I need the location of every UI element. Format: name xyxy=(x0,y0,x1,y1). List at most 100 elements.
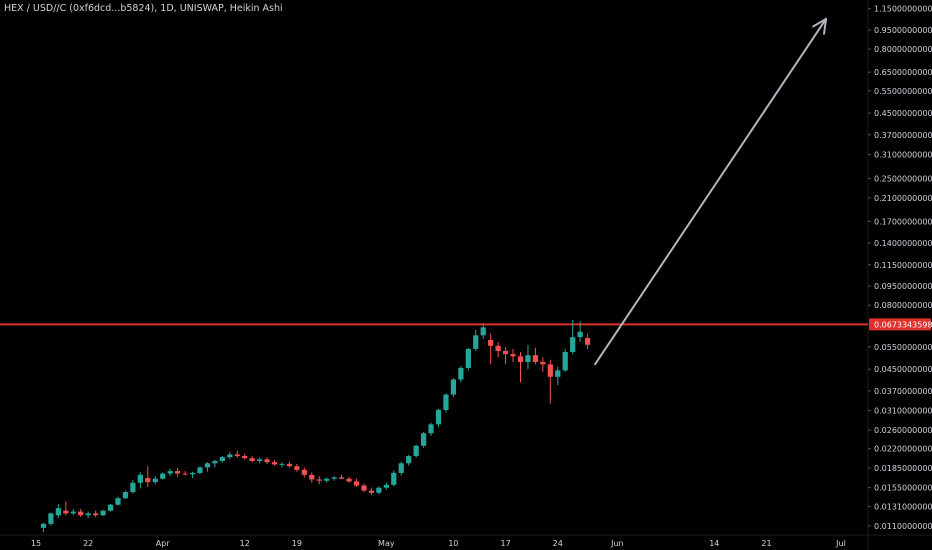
candle-body xyxy=(465,348,471,368)
candle-body xyxy=(517,356,524,362)
y-tick-label: 0.0370000000 xyxy=(874,387,932,396)
candle-body xyxy=(197,467,203,473)
candle-body xyxy=(182,473,188,475)
candle-body xyxy=(204,463,211,468)
candle-body xyxy=(167,471,173,474)
x-tick-label: 21 xyxy=(761,539,771,548)
x-tick-label: 24 xyxy=(553,539,563,548)
candle-body xyxy=(480,327,486,336)
candle-body xyxy=(189,472,196,475)
projection-arrowhead xyxy=(812,17,828,35)
candle-body xyxy=(48,513,54,524)
candle-body xyxy=(577,331,583,338)
candle-body xyxy=(361,485,367,491)
x-tick-label: 19 xyxy=(292,539,302,548)
y-tick-label: 0.0950000000 xyxy=(874,282,932,291)
x-tick-label: 14 xyxy=(709,539,719,548)
y-tick-label: 0.3700000000 xyxy=(874,131,932,140)
candle-body xyxy=(242,456,248,459)
x-tick-label: Jun xyxy=(610,539,624,548)
candle-body xyxy=(40,523,47,528)
candle-body xyxy=(420,433,427,446)
y-tick-label: 0.0110000000 xyxy=(874,522,932,531)
candle-body xyxy=(115,498,121,505)
x-tick-label: 12 xyxy=(240,539,250,548)
y-tick-label: 0.1400000000 xyxy=(874,239,932,248)
y-tick-label: 0.3100000000 xyxy=(874,151,932,160)
x-tick-label: 17 xyxy=(500,539,510,548)
y-tick-label: 0.0550000000 xyxy=(874,343,932,352)
candle-body xyxy=(219,457,225,462)
x-tick-label: Apr xyxy=(156,539,171,548)
y-tick-label: 0.4500000000 xyxy=(874,109,932,118)
candle-body xyxy=(398,463,404,473)
candle-body xyxy=(532,355,539,362)
candle-body xyxy=(555,370,561,377)
candle-body xyxy=(473,335,479,349)
y-tick-label: 0.2100000000 xyxy=(874,194,932,203)
y-tick-label: 0.5500000000 xyxy=(874,87,932,96)
candle-body xyxy=(234,454,240,457)
y-tick-label: 0.2500000000 xyxy=(874,174,932,183)
candle-body xyxy=(294,466,300,470)
y-tick-label: 0.6500000000 xyxy=(874,68,932,77)
projection-arrow xyxy=(594,17,828,366)
y-tick-label: 0.1700000000 xyxy=(874,217,932,226)
candle-body xyxy=(212,461,218,464)
candle-body xyxy=(510,354,516,357)
candle-body xyxy=(502,350,509,355)
x-tick-label: Jul xyxy=(835,539,846,548)
candle-body xyxy=(458,367,464,380)
candle-body xyxy=(428,424,434,434)
candle-body xyxy=(413,445,419,457)
candle-body xyxy=(175,471,181,474)
candle-body xyxy=(55,508,61,516)
candle-body xyxy=(346,478,352,482)
candle-body xyxy=(383,484,389,488)
y-tick-label: 0.0310000000 xyxy=(874,407,932,416)
y-tick-label: 0.0155000000 xyxy=(874,484,932,493)
candle-body xyxy=(406,456,412,464)
candle-body xyxy=(160,473,166,479)
y-tick-label: 0.0220000000 xyxy=(874,445,932,454)
candle-body xyxy=(70,511,76,514)
y-tick-label: 1.1500000000 xyxy=(874,5,932,14)
y-tick-label: 0.0131000000 xyxy=(874,502,932,511)
candle-body xyxy=(93,513,99,516)
candle-body xyxy=(540,361,546,365)
candle-body xyxy=(286,463,293,467)
y-tick-label: 0.8000000000 xyxy=(874,45,932,54)
y-tick-label: 0.9500000000 xyxy=(874,26,932,35)
x-tick-label: 22 xyxy=(83,539,93,548)
candle-body xyxy=(152,478,158,483)
y-tick-label: 0.1150000000 xyxy=(874,261,932,270)
candle-body xyxy=(85,513,91,516)
candle-body xyxy=(227,454,233,458)
candle-body xyxy=(488,339,494,346)
candle-body xyxy=(316,479,322,481)
candle-body xyxy=(122,492,129,499)
candle-body xyxy=(309,474,315,480)
candle-body xyxy=(301,469,307,475)
candle-body xyxy=(137,474,143,483)
candle-body xyxy=(368,490,375,493)
candle-body xyxy=(376,487,382,493)
candle-body xyxy=(391,472,397,485)
candle-body xyxy=(525,355,531,362)
y-tick-label: 0.0185000000 xyxy=(874,464,932,473)
candle-body xyxy=(353,481,360,486)
x-tick-label: 15 xyxy=(31,539,41,548)
chart-title: HEX / USD//C (0xf6dcd...b5824), 1D, UNIS… xyxy=(4,3,283,14)
price-label-text: 0.0673343598 xyxy=(874,320,932,329)
candle-body xyxy=(107,504,114,511)
x-tick-label: May xyxy=(378,539,395,548)
y-tick-label: 0.0800000000 xyxy=(874,301,932,310)
candle-body xyxy=(100,510,106,516)
candle-body xyxy=(271,462,278,465)
candle-body xyxy=(264,459,270,463)
candle-body xyxy=(249,458,255,462)
candle-body xyxy=(257,459,263,462)
candle-body xyxy=(443,394,449,410)
